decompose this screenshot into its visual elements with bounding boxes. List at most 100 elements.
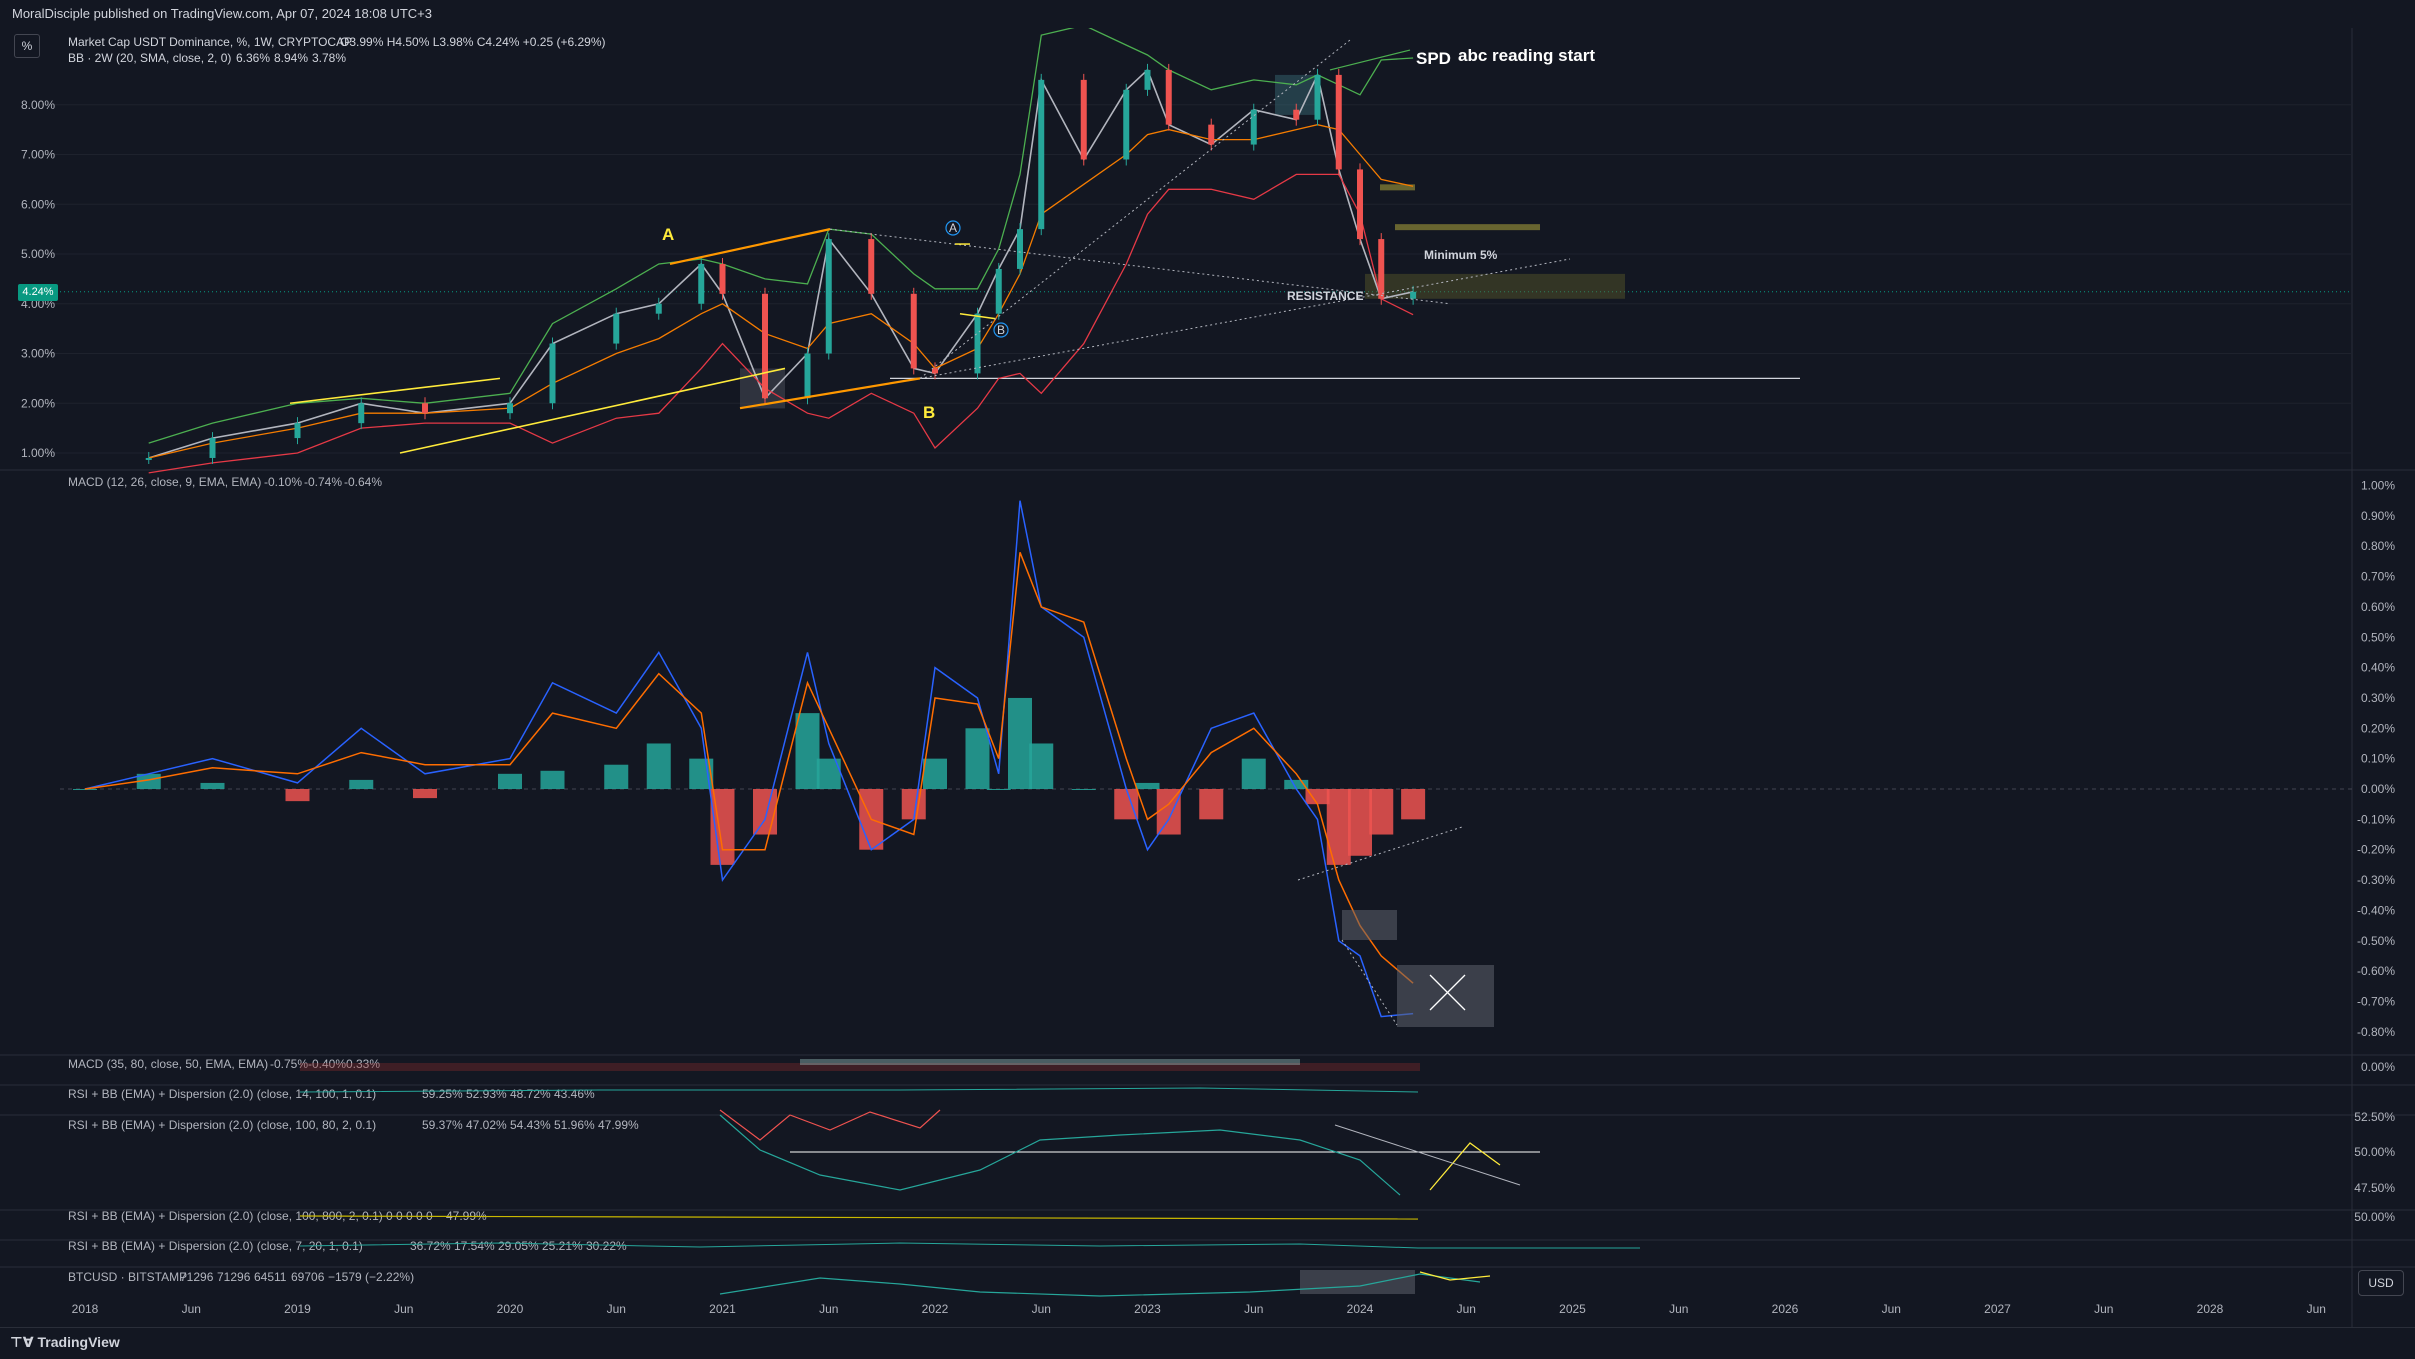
macd-histogram-bar — [795, 713, 820, 789]
candle-body — [1250, 109, 1257, 145]
macd-histogram-bar — [1114, 789, 1139, 820]
time-tick-label: Jun — [2094, 1302, 2113, 1316]
macd-histogram-bar — [1008, 697, 1032, 789]
target-zone — [1380, 184, 1415, 191]
candle-body — [613, 313, 620, 344]
btc-legend: BTCUSD · BITSTAMP — [68, 1270, 187, 1284]
rsi4-value: 25.21% — [542, 1239, 583, 1253]
target-zone — [1395, 224, 1540, 231]
macd-line-signal — [84, 552, 1414, 984]
currency-button[interactable]: USD — [2358, 1270, 2404, 1296]
macd-histogram-bar — [1156, 789, 1181, 835]
tradingview-logo-icon: ⊤∀ — [10, 1334, 38, 1350]
time-tick-label: 2023 — [1134, 1302, 1161, 1316]
time-tick-label: 2022 — [922, 1302, 949, 1316]
circle-label-a: A — [949, 221, 957, 235]
chart-canvas[interactable]: 1.00%2.00%3.00%4.00%5.00%6.00%7.00%8.00%… — [0, 28, 2415, 1327]
dotted-trendline — [1297, 826, 1463, 881]
candle-body — [1123, 89, 1130, 160]
macd-line-macd — [84, 500, 1414, 1018]
candle-body — [422, 403, 428, 414]
candle-body — [1165, 69, 1172, 125]
candle-body — [995, 268, 1002, 314]
brand-label: TradingView — [37, 1334, 120, 1350]
symbol-legend: Market Cap USDT Dominance, %, 1W, CRYPTO… — [68, 35, 352, 49]
macd-histogram-bar — [1284, 779, 1309, 789]
candle-body — [1293, 109, 1300, 120]
unit-toggle-button[interactable]: % — [14, 34, 40, 58]
macd-legend: MACD (12, 26, close, 9, EMA, EMA) — [68, 475, 261, 489]
macd-histogram-bar — [1029, 743, 1054, 789]
bb-value: 3.78% — [312, 51, 346, 65]
rsi1-value: 59.25% — [422, 1087, 463, 1101]
macd-value: -0.74% — [304, 475, 342, 489]
series-line-bb-lower — [148, 173, 1414, 474]
macd-histogram-bar — [1369, 789, 1394, 835]
last-price-tag: 4.24% — [18, 284, 58, 301]
candle-body — [804, 353, 811, 399]
rsi2-value: 51.96% — [554, 1118, 595, 1132]
spd-label: SPD — [1416, 49, 1451, 68]
highlight-zone — [1300, 1270, 1415, 1294]
rsi4-value: 36.72% — [410, 1239, 451, 1253]
candle-body — [145, 457, 152, 460]
candle-body — [868, 239, 875, 294]
macd-tick-label: -0.60% — [2357, 964, 2395, 978]
minimum-label: Minimum 5% — [1424, 248, 1498, 262]
dotted-trendline — [919, 39, 1351, 379]
time-tick-label: 2025 — [1559, 1302, 1586, 1316]
cross-mark — [1429, 974, 1466, 1011]
trendline-yellow — [289, 377, 501, 405]
rsi1-legend: RSI + BB (EMA) + Dispersion (2.0) (close… — [68, 1087, 376, 1101]
macd-tick-label: 0.50% — [2361, 630, 2395, 644]
price-tick-label: 6.00% — [21, 197, 55, 211]
rsi4-line — [299, 1242, 1640, 1249]
time-tick-label: Jun — [1244, 1302, 1263, 1316]
price-tick-label: 3.00% — [21, 347, 55, 361]
arrow-line — [1329, 49, 1411, 71]
time-tick-label: Jun — [394, 1302, 413, 1316]
macd-histogram-bar — [901, 789, 926, 820]
candle-body — [209, 438, 216, 458]
candle-body — [549, 343, 556, 404]
wave-label-a: A — [662, 225, 674, 244]
btc-line — [719, 1273, 1481, 1297]
candle-body — [1080, 79, 1087, 160]
candle-body — [932, 368, 938, 374]
macd2-value: -0.75% — [270, 1057, 308, 1071]
macd2-legend: MACD (35, 80, close, 50, EMA, EMA) — [68, 1057, 268, 1071]
macd-histogram-bar — [1348, 789, 1372, 856]
macd-tick-label: 0.00% — [2361, 782, 2395, 796]
time-tick-label: 2018 — [72, 1302, 99, 1316]
ohlc-legend: O3.99% H4.50% L3.98% C4.24% +0.25 (+6.29… — [340, 35, 606, 49]
circle-label-b: B — [997, 323, 1005, 337]
macd-histogram-bar — [604, 764, 629, 789]
rsi2-tick-label: 52.50% — [2354, 1110, 2395, 1124]
tradingview-logo[interactable]: ⊤∀ TradingView — [10, 1334, 120, 1351]
rsi3-tick-label: 50.00% — [2354, 1210, 2395, 1224]
candle-body — [1410, 291, 1417, 299]
time-tick-label: Jun — [819, 1302, 838, 1316]
time-tick-label: 2027 — [1984, 1302, 2011, 1316]
macd2-value: -0.40% — [308, 1057, 346, 1071]
macd-tick-label: 1.00% — [2361, 479, 2395, 493]
rsi2-value: 47.99% — [598, 1118, 639, 1132]
wave-line — [959, 312, 996, 320]
macd-tick-label: 0.10% — [2361, 752, 2395, 766]
macd-histogram-bar — [200, 782, 225, 789]
dotted-trendline — [829, 228, 1451, 305]
series-line-bb-upper — [148, 28, 1414, 444]
macd-histogram-bar — [1401, 789, 1426, 820]
trendline-yellow — [399, 367, 786, 454]
rsi2-value: 54.43% — [510, 1118, 551, 1132]
resistance-label: RESISTANCE — [1287, 289, 1363, 303]
rsi2-tick-label: 47.50% — [2354, 1181, 2395, 1195]
candle-body — [825, 239, 832, 354]
rsi4-value: 29.05% — [498, 1239, 539, 1253]
bb-legend: BB · 2W (20, SMA, close, 2, 0) — [68, 51, 231, 65]
rsi1-value: 52.93% — [466, 1087, 507, 1101]
rsi3-legend: RSI + BB (EMA) + Dispersion (2.0) (close… — [68, 1209, 383, 1223]
macd-histogram-bar — [349, 779, 374, 789]
candle-body — [1017, 229, 1023, 269]
macd-tick-label: 0.90% — [2361, 509, 2395, 523]
